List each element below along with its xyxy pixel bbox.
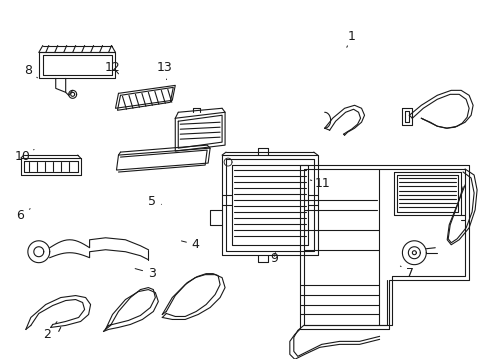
Text: 6: 6 xyxy=(17,209,30,222)
Text: 12: 12 xyxy=(105,60,121,74)
Text: 13: 13 xyxy=(156,60,172,80)
Text: 1: 1 xyxy=(346,30,355,47)
Text: 2: 2 xyxy=(43,321,57,341)
Text: 3: 3 xyxy=(135,267,156,280)
Text: 5: 5 xyxy=(148,195,161,208)
Text: 8: 8 xyxy=(24,64,38,78)
Text: 7: 7 xyxy=(400,266,413,280)
Text: 10: 10 xyxy=(15,149,34,163)
Text: 4: 4 xyxy=(181,238,199,251)
Text: 11: 11 xyxy=(309,177,329,190)
Text: 9: 9 xyxy=(269,252,277,265)
